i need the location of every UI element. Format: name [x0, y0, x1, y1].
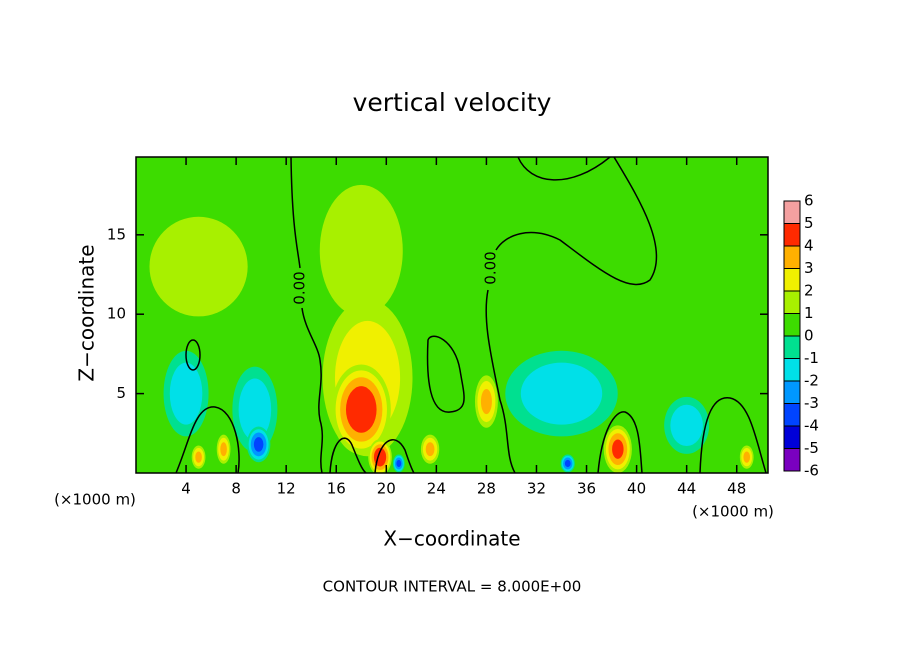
- colorbar-band: [784, 336, 800, 359]
- x-tick-label: 36: [577, 480, 596, 498]
- colorbar-label: 6: [804, 192, 814, 210]
- colorbar-band: [784, 381, 800, 404]
- x-tick-label: 8: [231, 480, 241, 498]
- x-unit-label: (×1000 m): [692, 503, 774, 521]
- colorbar-label: 1: [804, 304, 814, 322]
- contour-label: 0.00: [291, 271, 309, 304]
- field-blob: [319, 184, 403, 317]
- colorbar-label: 5: [804, 214, 814, 232]
- colorbar-label: -3: [804, 394, 819, 412]
- x-tick-label: 24: [427, 480, 446, 498]
- field-blob: [169, 362, 203, 425]
- y-tick-label: 10: [107, 305, 126, 323]
- colorbar: -6 -5 -4 -3 -2 -1 0 1 2 3 4 5 6: [783, 192, 819, 480]
- x-tick-label: 28: [477, 480, 496, 498]
- colorbar-band: [784, 268, 800, 291]
- contour-line: [597, 411, 643, 473]
- colorbar-label: 4: [804, 237, 814, 255]
- y-axis-label: Z−coordinate: [75, 244, 99, 381]
- field-blob: [238, 378, 272, 441]
- colorbar-label: -1: [804, 349, 819, 367]
- field-blob: [612, 439, 624, 459]
- colorbar-band: [784, 246, 800, 269]
- field-blob: [149, 216, 248, 317]
- colorbar-band: [784, 448, 800, 471]
- colorbar-band: [784, 358, 800, 381]
- x-axis-label: X−coordinate: [383, 527, 520, 551]
- colorbar-band: [784, 426, 800, 449]
- contour-line: [175, 406, 240, 473]
- field-blob: [253, 437, 264, 452]
- y-tick-label: 5: [116, 384, 126, 402]
- colorbar-label: 3: [804, 259, 814, 277]
- footnote: CONTOUR INTERVAL = 8.000E+00: [323, 578, 582, 596]
- x-tick-label: 12: [277, 480, 296, 498]
- x-tick-label: 48: [727, 480, 746, 498]
- contour-line: [517, 157, 611, 181]
- colorbar-band: [784, 313, 800, 336]
- field-blob: [345, 386, 377, 433]
- colorbar-band: [784, 201, 800, 224]
- colorbar-label: -6: [804, 462, 819, 480]
- colorbar-band: [784, 223, 800, 246]
- field-blob: [396, 459, 402, 468]
- field: [136, 157, 768, 473]
- contour-line: [329, 437, 415, 473]
- field-blob: [220, 442, 227, 457]
- colorbar-band: [784, 403, 800, 426]
- field-blob: [480, 388, 492, 415]
- field-blob: [670, 404, 703, 447]
- colorbar-band: [784, 291, 800, 314]
- colorbar-label: -5: [804, 439, 819, 457]
- field-blob: [195, 451, 202, 463]
- contour-line: [699, 397, 767, 473]
- colorbar-label: 0: [804, 327, 814, 345]
- x-tick-label: 20: [377, 480, 396, 498]
- contour-lines: [175, 157, 767, 473]
- x-unit-label: (×1000 m): [54, 491, 136, 509]
- field-blob: [743, 451, 751, 463]
- contour-line: [426, 335, 465, 413]
- plot-frame: [135, 156, 769, 474]
- y-tick-label: 15: [107, 225, 126, 243]
- field-blob: [520, 362, 603, 425]
- x-tick-label: 16: [327, 480, 346, 498]
- contour-line: [185, 339, 201, 371]
- colorbar-label: -2: [804, 372, 819, 390]
- x-tick-label: 4: [181, 480, 191, 498]
- x-tick-label: 32: [527, 480, 546, 498]
- chart-title: vertical velocity: [353, 88, 552, 117]
- colorbar-label: -4: [804, 417, 819, 435]
- contour-label: 0.00: [482, 251, 500, 284]
- x-tick-label: 40: [627, 480, 646, 498]
- colorbar-label: 2: [804, 282, 814, 300]
- contour-line: [485, 157, 658, 473]
- field-blob: [425, 442, 435, 457]
- field-blob: [564, 459, 571, 468]
- x-tick-label: 44: [677, 480, 696, 498]
- contour-line: [290, 157, 324, 473]
